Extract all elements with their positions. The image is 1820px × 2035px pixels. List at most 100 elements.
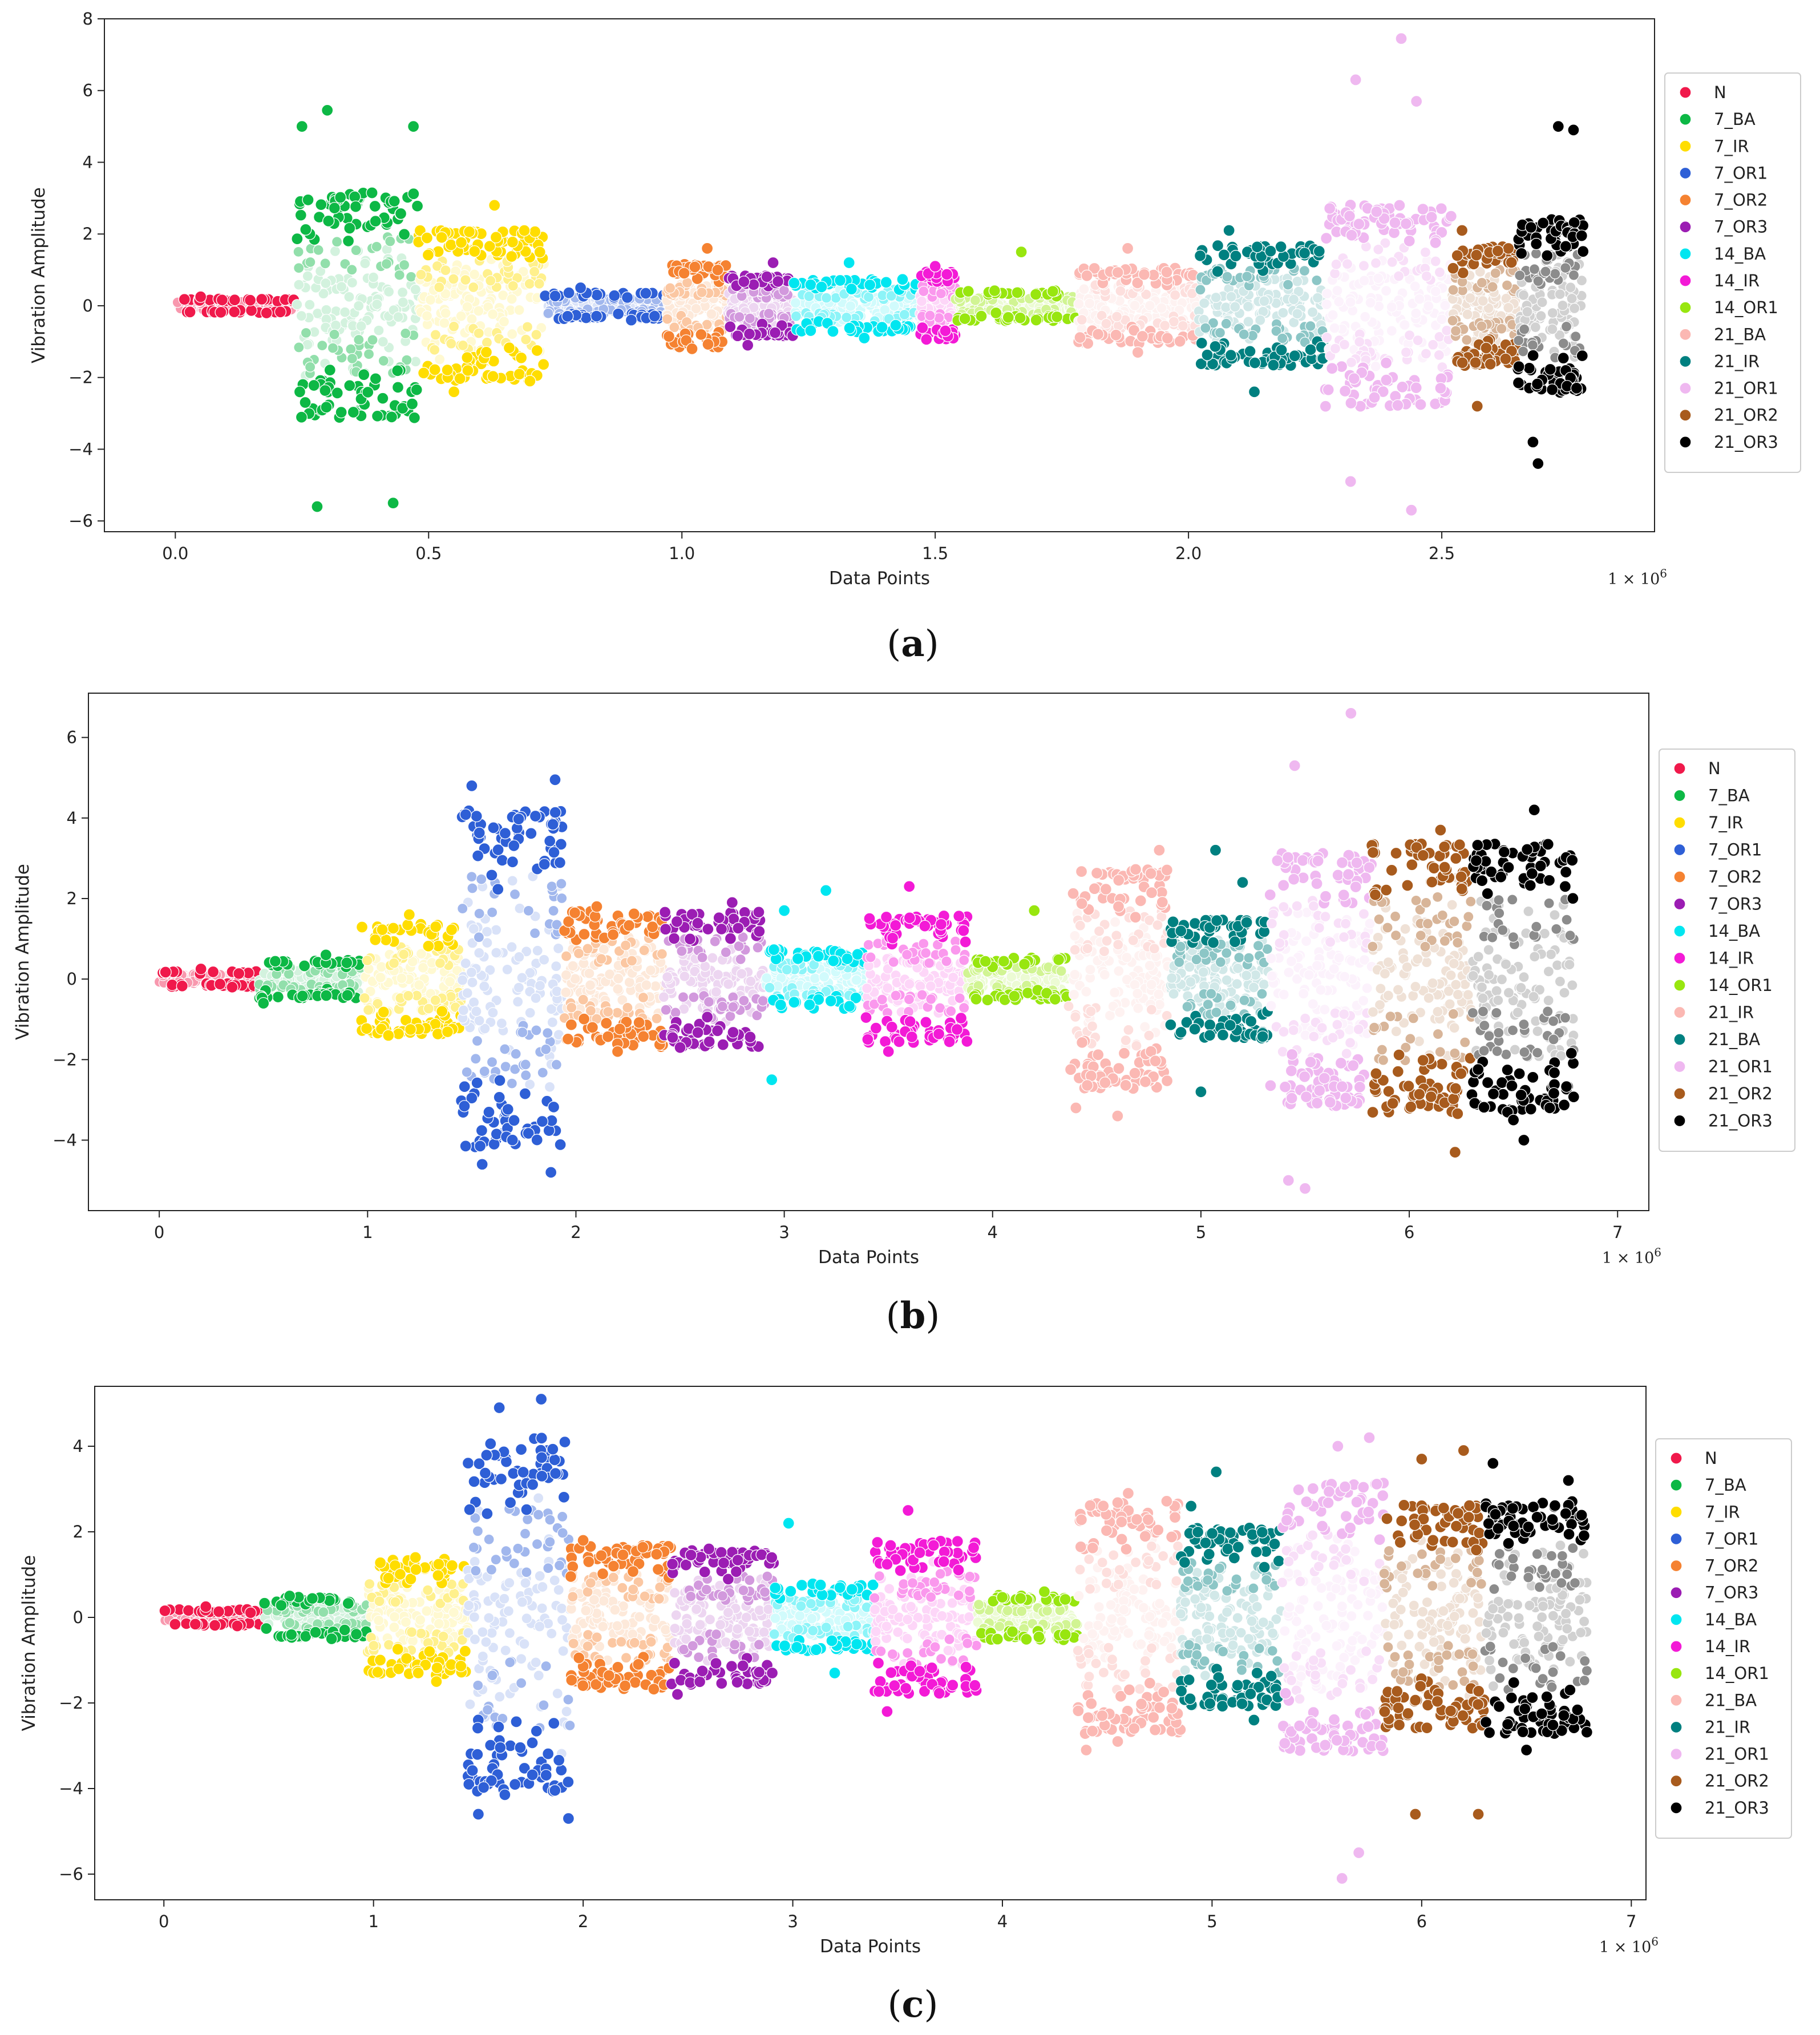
- outer-point: [1046, 285, 1059, 298]
- outer-point: [334, 191, 347, 204]
- core-point: [1547, 308, 1558, 319]
- outer-point: [1345, 397, 1357, 410]
- outer-point: [505, 250, 518, 263]
- outer-point: [1248, 357, 1261, 369]
- outer-point: [1380, 357, 1393, 369]
- outer-point: [547, 1101, 560, 1114]
- mid-point: [481, 337, 493, 348]
- legend-marker: [1679, 221, 1692, 233]
- outer-point: [387, 922, 400, 934]
- outer-point: [1537, 217, 1550, 229]
- legend-label: 14_BA: [1714, 244, 1766, 264]
- mid-point: [662, 313, 673, 325]
- outer-point: [487, 822, 500, 834]
- outer-point: [422, 940, 435, 952]
- core-point: [455, 310, 467, 322]
- core-point: [612, 984, 624, 995]
- core-point: [421, 310, 433, 322]
- outer-point: [341, 957, 353, 969]
- mid-point: [388, 957, 400, 969]
- core-point: [371, 298, 383, 310]
- core-point: [462, 988, 473, 999]
- mid-point: [440, 265, 451, 276]
- core-point: [302, 270, 313, 282]
- outer-point: [369, 200, 381, 213]
- outer-point: [788, 996, 800, 1009]
- core-point: [1360, 311, 1371, 322]
- outer-point: [1425, 211, 1438, 224]
- mid-point: [434, 957, 446, 969]
- extreme-point: [226, 981, 238, 993]
- mid-point: [602, 1006, 614, 1018]
- outer-point: [320, 989, 333, 1002]
- outer-point: [1456, 357, 1469, 369]
- mid-point: [1370, 257, 1382, 269]
- outer-point: [1195, 337, 1208, 350]
- core-point: [474, 1015, 485, 1026]
- mid-point: [1214, 327, 1226, 338]
- mid-point: [560, 950, 572, 962]
- outer-point: [658, 906, 672, 919]
- outer-point: [662, 330, 676, 343]
- outer-point: [767, 943, 780, 956]
- outer-point: [547, 818, 559, 831]
- outer-point: [468, 245, 481, 258]
- core-point: [293, 279, 305, 290]
- outer-point: [430, 920, 442, 933]
- mid-point: [651, 1013, 662, 1024]
- mid-point: [543, 308, 554, 319]
- outer-point: [988, 284, 1001, 297]
- outer-point: [724, 932, 737, 945]
- outer-point: [319, 384, 331, 397]
- outer-point: [1138, 268, 1151, 281]
- outer-point: [691, 1026, 704, 1039]
- outer-point: [471, 1077, 483, 1089]
- core-point: [466, 313, 478, 325]
- core-point: [712, 969, 724, 981]
- outer-point: [529, 810, 542, 823]
- outer-point: [1469, 356, 1482, 369]
- mid-point: [950, 944, 961, 956]
- outer-point: [1110, 329, 1122, 341]
- outer-point: [1417, 203, 1429, 216]
- outer-point: [815, 281, 828, 293]
- extreme-point: [549, 774, 561, 786]
- core-point: [507, 328, 518, 340]
- outer-point: [640, 287, 652, 300]
- core-point: [1292, 308, 1303, 319]
- outer-point: [394, 207, 407, 220]
- outer-point: [1194, 249, 1207, 262]
- core-point: [641, 980, 652, 991]
- mid-point: [656, 948, 668, 960]
- mid-point: [925, 993, 937, 1005]
- outer-point: [1014, 311, 1026, 324]
- series-7_BA: [253, 949, 367, 1010]
- extreme-point: [476, 1158, 488, 1171]
- mid-point: [531, 329, 542, 341]
- outer-point: [646, 920, 659, 933]
- core-point: [413, 979, 425, 991]
- outer-point: [291, 232, 304, 245]
- outer-point: [1111, 266, 1124, 279]
- outer-point: [1512, 377, 1525, 389]
- core-point: [1199, 297, 1210, 309]
- mid-point: [471, 1035, 483, 1047]
- legend-label: 7_OR2: [1714, 191, 1768, 210]
- core-point: [393, 311, 404, 323]
- core-point: [1477, 295, 1489, 307]
- outer-point: [1319, 400, 1332, 412]
- core-point: [534, 980, 546, 992]
- outer-point: [328, 201, 341, 215]
- outer-point: [454, 372, 466, 385]
- legend-label: 14_IR: [1714, 271, 1760, 290]
- core-point: [487, 1007, 499, 1018]
- mid-point: [888, 956, 899, 968]
- mid-point: [969, 294, 981, 306]
- mid-point: [517, 1026, 528, 1038]
- core-point: [396, 973, 407, 984]
- core-point: [496, 1018, 507, 1029]
- mid-point: [863, 939, 874, 950]
- outer-point: [519, 1087, 532, 1100]
- y-tick-label: 6: [83, 81, 93, 100]
- legend-marker: [1679, 274, 1692, 287]
